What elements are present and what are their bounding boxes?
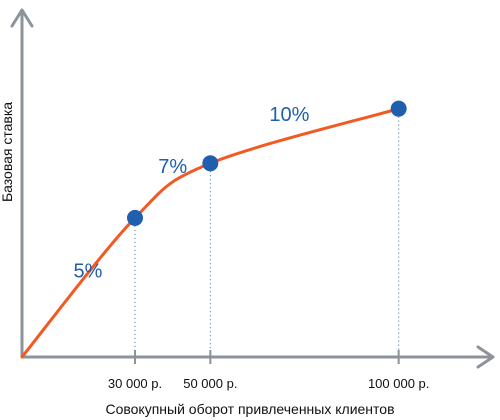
- x-axis-arrow: [476, 345, 495, 369]
- data-points: [127, 100, 407, 226]
- rate-label: 10%: [269, 104, 309, 126]
- y-axis-arrow: [10, 8, 34, 28]
- x-axis-title: Совокупный оборот привлеченных клиентов: [105, 401, 394, 417]
- rate-label: 7%: [158, 156, 187, 178]
- rate-label: 5%: [73, 261, 102, 283]
- x-tick-label: 50 000 р.: [183, 376, 237, 391]
- guide-lines: [134, 108, 400, 357]
- y-axis-title: Базовая ставка: [0, 102, 15, 202]
- data-point: [127, 209, 143, 226]
- axes: [10, 8, 495, 369]
- x-tick-label: 30 000 р.: [108, 376, 162, 391]
- x-ticks: 30 000 р. 50 000 р. 100 000 р.: [108, 350, 429, 391]
- x-tick-label: 100 000 р.: [368, 376, 429, 391]
- series-line: [20, 107, 401, 359]
- data-point: [390, 100, 407, 117]
- data-point: [202, 155, 219, 172]
- rate-labels: 5% 7% 10%: [73, 104, 309, 282]
